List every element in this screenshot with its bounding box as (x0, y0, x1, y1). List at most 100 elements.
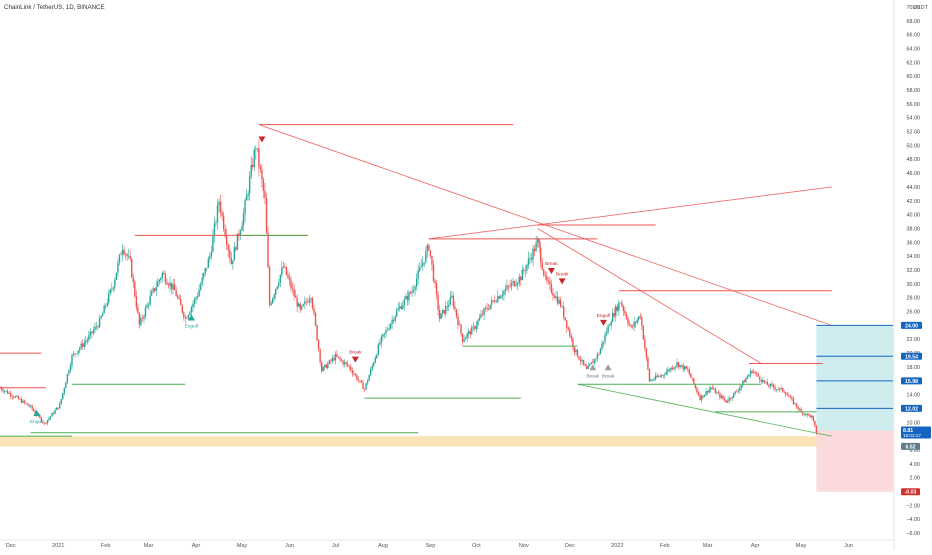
candle (222, 211, 225, 232)
signal-marker[interactable]: Break (556, 271, 569, 285)
candle (562, 301, 565, 320)
candle (803, 413, 805, 417)
candle-body (512, 281, 514, 283)
marker-label: Break (349, 350, 362, 356)
candle (248, 170, 251, 201)
candle-body (290, 280, 292, 289)
y-tick-label: 10.00 (907, 420, 921, 426)
candle (549, 276, 551, 291)
candle (382, 333, 384, 341)
candle-body (526, 264, 528, 271)
candle (457, 313, 459, 330)
candle (788, 392, 790, 397)
signal-marker[interactable]: Break (602, 364, 615, 379)
candle (284, 262, 286, 269)
candle-body (688, 369, 690, 374)
trend-line[interactable] (537, 228, 762, 364)
candle-body (224, 228, 226, 237)
candle-body (322, 366, 324, 372)
candle (495, 299, 497, 303)
candle (486, 303, 488, 313)
trend-line[interactable] (428, 186, 832, 240)
candle (527, 251, 530, 269)
candle (276, 285, 278, 291)
candle (559, 296, 562, 309)
candle-body (66, 374, 69, 383)
candle-body (121, 249, 124, 255)
candle (129, 250, 131, 262)
candle (89, 328, 92, 340)
candle-body (755, 372, 758, 374)
x-tick-label: Oct (472, 543, 481, 549)
signal-marker[interactable]: Break (545, 261, 558, 274)
candle-body (533, 248, 536, 252)
candle (544, 271, 546, 281)
trend-line[interactable] (258, 124, 832, 326)
candle (440, 313, 442, 320)
tag-label: 19.54 (905, 354, 918, 360)
candle (256, 148, 259, 153)
candle (40, 416, 43, 423)
candle (261, 164, 263, 188)
candle (536, 236, 539, 248)
candle (624, 306, 626, 316)
candle-body (530, 258, 533, 260)
candle-body (566, 320, 568, 328)
candle-body (51, 413, 53, 417)
trend-line[interactable] (577, 383, 832, 437)
candle-body (187, 315, 190, 319)
candle (674, 365, 677, 372)
candle-body (777, 389, 779, 390)
candle (782, 387, 784, 393)
candle-body (581, 359, 583, 362)
candle (121, 243, 124, 262)
candle-body (396, 310, 398, 317)
candle-body (331, 358, 334, 362)
signal-marker[interactable] (258, 136, 266, 143)
candle-body (490, 300, 493, 305)
candle-body (57, 407, 59, 409)
candle (667, 366, 669, 376)
candle-body (670, 367, 672, 371)
candle-body (608, 325, 611, 327)
candle-body (265, 197, 268, 234)
candle-body (92, 330, 95, 334)
signal-marker[interactable]: Engulf (597, 313, 611, 326)
signal-marker[interactable]: Engulf (30, 410, 44, 425)
candle (628, 320, 631, 327)
candle-body (388, 328, 390, 330)
candle-body (403, 299, 406, 306)
candle-body (613, 312, 615, 317)
candle-body (167, 284, 170, 286)
signal-marker[interactable]: Break (349, 350, 362, 363)
x-tick-label: Aug (378, 543, 388, 549)
candle (374, 355, 376, 364)
candle-body (725, 400, 727, 403)
candle (573, 346, 576, 357)
candle-body (451, 295, 453, 297)
candle-body (43, 422, 46, 424)
candle (83, 338, 85, 350)
candle (699, 393, 701, 401)
candle (155, 280, 157, 297)
candle (72, 350, 75, 357)
candle-body (509, 286, 511, 287)
candle (396, 307, 398, 318)
candle (242, 207, 245, 232)
candle-body (302, 304, 304, 306)
candle (19, 397, 21, 401)
candle (304, 296, 306, 309)
candle (343, 359, 346, 368)
candle-body (460, 324, 462, 334)
candle-body (132, 277, 134, 282)
signal-marker[interactable]: Engulf (185, 314, 199, 329)
signal-marker[interactable]: Break (587, 364, 600, 379)
candle (683, 365, 686, 372)
candle (759, 376, 761, 384)
candle (173, 278, 176, 291)
candle-body (772, 384, 775, 388)
candle (636, 317, 638, 325)
